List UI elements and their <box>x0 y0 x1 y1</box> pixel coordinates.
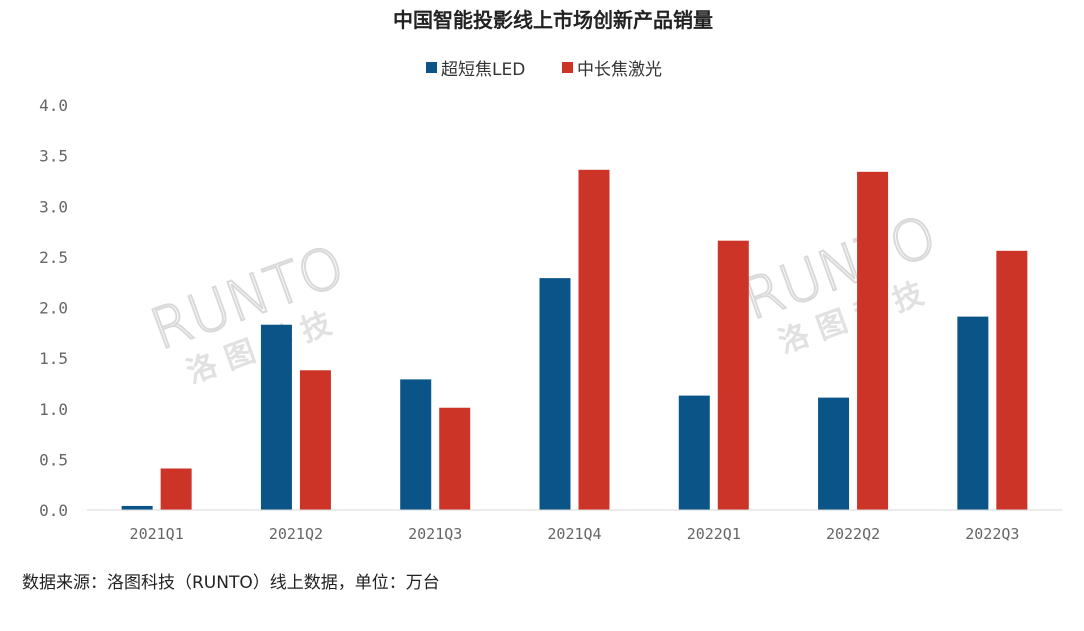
y-axis: 4.0 3.5 3.0 2.5 2.0 1.5 1.0 0.5 0.0 <box>39 96 68 520</box>
x-tick-label: 2021Q1 <box>130 525 184 543</box>
y-tick-label: 0.5 <box>39 450 68 469</box>
y-tick-label: 4.0 <box>39 96 68 115</box>
y-tick-label: 3.5 <box>39 147 68 166</box>
bar-led-2022Q1 <box>678 395 710 510</box>
bar-laser-2021Q2 <box>299 370 331 510</box>
chart-title: 中国智能投影线上市场创新产品销量 <box>393 8 713 32</box>
legend-swatch-laser <box>562 62 573 73</box>
x-axis: 2021Q1 2021Q2 2021Q3 2021Q4 2022Q1 2022Q2 2022… <box>130 525 1020 543</box>
legend: 超短焦LED 中长焦激光 <box>426 60 662 80</box>
bar-led-2021Q4 <box>539 278 571 510</box>
watermark-left: RUNTO 洛 图 科 技 <box>142 233 354 391</box>
y-tick-label: 0.0 <box>39 501 68 520</box>
y-tick-label: 1.5 <box>39 349 68 368</box>
x-tick-label: 2022Q2 <box>826 525 880 543</box>
y-tick-label: 2.5 <box>39 248 68 267</box>
bars <box>121 169 1028 511</box>
legend-label-laser: 中长焦激光 <box>577 60 662 80</box>
source-note: 数据来源：洛图科技（RUNTO）线上数据，单位：万台 <box>22 573 440 593</box>
bar-led-2022Q3 <box>957 316 989 510</box>
x-tick-label: 2021Q4 <box>547 525 601 543</box>
bar-laser-2022Q2 <box>857 171 889 510</box>
bar-led-2021Q1 <box>121 505 153 510</box>
bar-led-2022Q2 <box>818 397 850 510</box>
bar-led-2021Q2 <box>260 324 292 510</box>
watermark-right: RUNTO 洛 图 科 技 <box>734 203 946 361</box>
x-tick-label: 2022Q3 <box>965 525 1019 543</box>
bar-laser-2021Q1 <box>160 468 192 510</box>
y-tick-label: 1.0 <box>39 400 68 419</box>
bar-laser-2022Q1 <box>717 240 749 511</box>
x-tick-label: 2021Q3 <box>408 525 462 543</box>
bar-laser-2021Q4 <box>578 169 610 511</box>
x-tick-label: 2021Q2 <box>269 525 323 543</box>
x-tick-label: 2022Q1 <box>687 525 741 543</box>
y-tick-label: 3.0 <box>39 197 68 216</box>
legend-swatch-led <box>426 62 437 73</box>
y-tick-label: 2.0 <box>39 299 68 318</box>
bar-led-2021Q3 <box>400 379 432 510</box>
legend-label-led: 超短焦LED <box>441 60 525 80</box>
bar-laser-2022Q3 <box>996 250 1028 511</box>
bar-laser-2021Q3 <box>439 407 471 510</box>
